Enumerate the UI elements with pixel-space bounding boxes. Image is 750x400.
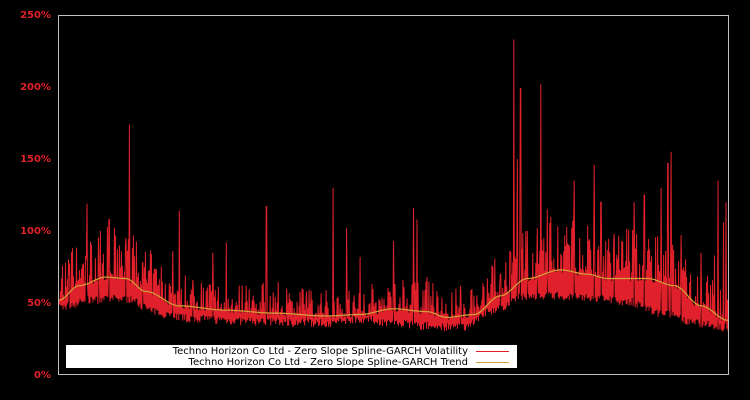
legend-label: Techno Horizon Co Ltd - Zero Slope Splin… <box>172 346 468 357</box>
trend-series-line <box>58 269 729 321</box>
y-tick-label: 150% <box>20 154 51 165</box>
y-tick-label: 0% <box>34 370 51 381</box>
plot-area <box>58 39 729 332</box>
volatility-series-line <box>58 39 729 332</box>
legend: Techno Horizon Co Ltd - Zero Slope Splin… <box>66 345 517 368</box>
legend-swatch-trend <box>476 362 509 363</box>
legend-label: Techno Horizon Co Ltd - Zero Slope Splin… <box>188 357 468 368</box>
legend-item-trend: Techno Horizon Co Ltd - Zero Slope Splin… <box>189 357 509 368</box>
legend-swatch-volatility <box>476 351 509 352</box>
y-tick-label: 250% <box>20 10 51 21</box>
y-tick-label: 50% <box>27 298 51 309</box>
y-tick-label: 100% <box>20 226 51 237</box>
plot-frame <box>58 15 729 375</box>
legend-item-volatility: Techno Horizon Co Ltd - Zero Slope Splin… <box>173 346 509 357</box>
y-tick-label: 200% <box>20 82 51 93</box>
